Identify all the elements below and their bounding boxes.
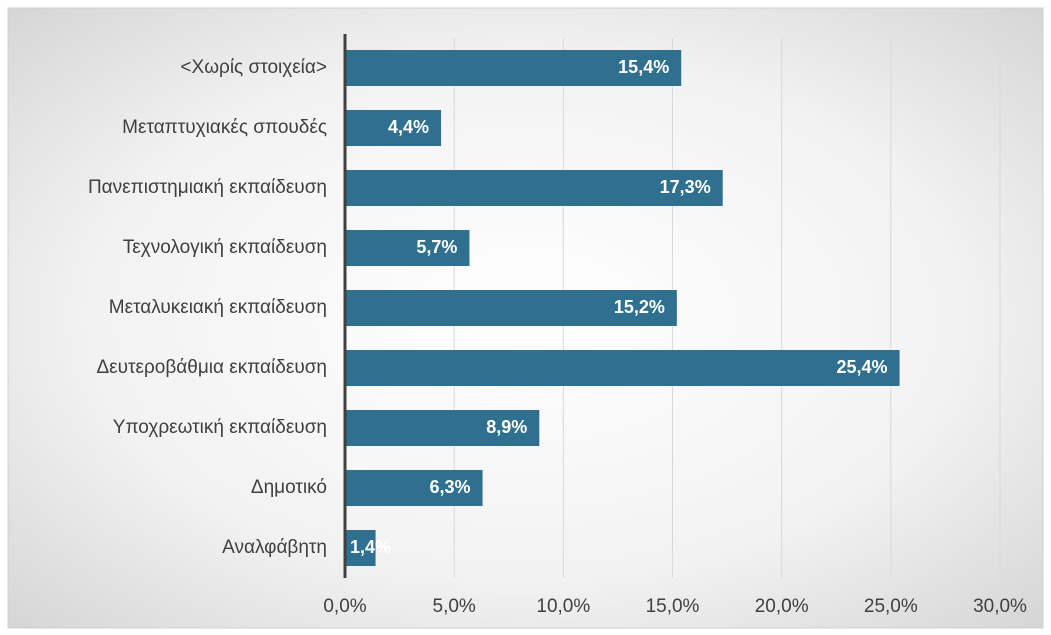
value-label: 17,3%: [660, 177, 711, 197]
x-tick-label: 15,0%: [646, 596, 700, 617]
x-tick-label: 5,0%: [433, 596, 476, 617]
x-tick-label: 25,0%: [864, 596, 918, 617]
y-category-label: Υποχρεωτική εκπαίδευση: [113, 417, 327, 438]
bar: [345, 50, 682, 86]
y-category-label: <Χωρίς στοιχεία>: [180, 57, 327, 78]
bar: [345, 470, 483, 506]
y-category-label: Πανεπιστημιακή εκπαίδευση: [88, 177, 327, 198]
value-label: 1,4%: [350, 537, 391, 557]
y-category-label: Τεχνολογική εκπαίδευση: [123, 237, 327, 258]
y-category-label: Δημοτικό: [251, 477, 327, 498]
bar: [345, 530, 376, 566]
y-category-label: Μεταπτυχιακές σπουδές: [122, 117, 327, 138]
bar: [345, 410, 540, 446]
bar: [345, 230, 470, 266]
y-category-label: Δευτεροβάθμια εκπαίδευση: [96, 357, 327, 378]
x-tick-label: 20,0%: [755, 596, 809, 617]
value-label: 8,9%: [486, 417, 527, 437]
x-tick-label: 0,0%: [323, 596, 366, 617]
value-label: 6,3%: [430, 477, 471, 497]
value-label: 15,4%: [618, 57, 669, 77]
bar: [345, 110, 442, 146]
value-label: 25,4%: [837, 357, 888, 377]
bar: [345, 350, 900, 386]
x-tick-label: 30,0%: [973, 596, 1027, 617]
value-label: 5,7%: [416, 237, 457, 257]
y-category-label: Αναλφάβητη: [222, 537, 327, 558]
value-label: 15,2%: [614, 297, 665, 317]
x-tick-label: 10,0%: [536, 596, 590, 617]
bar: [345, 290, 677, 326]
value-label: 4,4%: [388, 117, 429, 137]
bar: [345, 170, 723, 206]
y-category-label: Μεταλυκειακή εκπαίδευση: [109, 297, 327, 318]
